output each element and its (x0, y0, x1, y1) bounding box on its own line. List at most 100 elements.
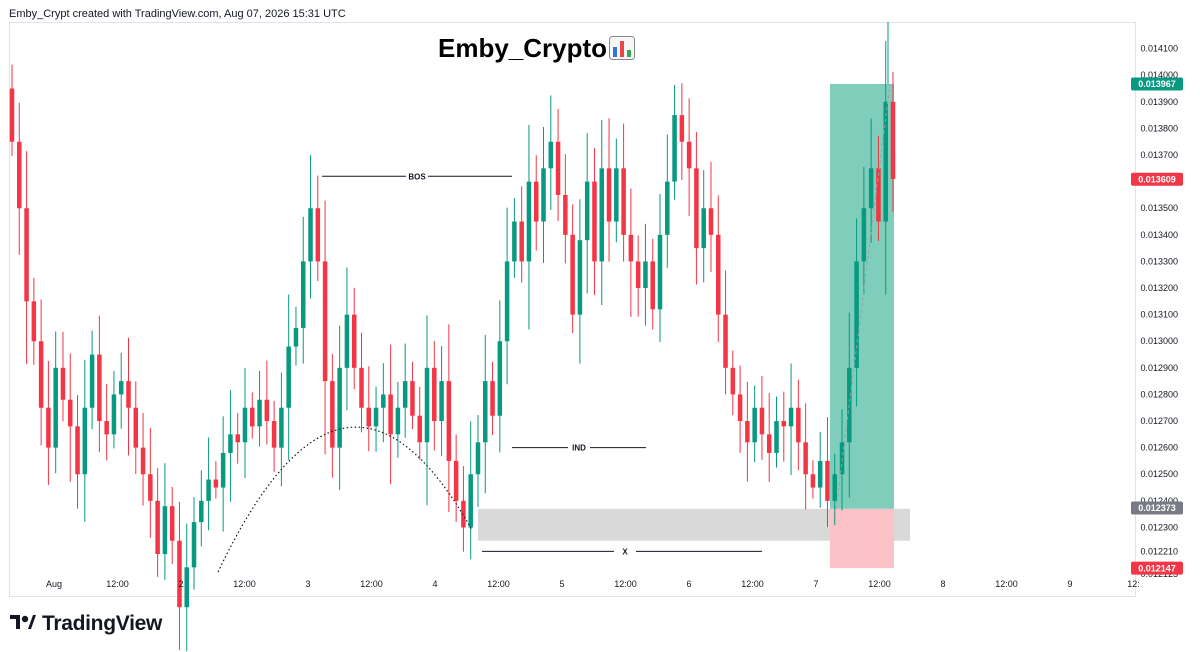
candle-body (184, 567, 190, 608)
chart-frame (9, 22, 1136, 597)
candle-body (774, 421, 779, 453)
x-tick-label: 12:00 (106, 579, 129, 589)
candle-body (599, 168, 605, 262)
tradingview-brand: TradingView (42, 612, 163, 635)
chart-title-text: Emby_Crypto (438, 33, 608, 63)
candle-body (228, 434, 233, 453)
candle-body (694, 168, 699, 249)
candle-body (235, 434, 240, 443)
x-tick-label: Aug (46, 579, 62, 589)
candle-body (402, 381, 408, 408)
candle-body (766, 434, 772, 453)
y-tick-label: 0.013000 (1140, 336, 1178, 346)
candle-body (701, 208, 706, 249)
candle-body (220, 452, 226, 488)
candle-body (533, 181, 539, 222)
x-tick-label: 12:00 (360, 579, 383, 589)
footer-logo[interactable]: TradingView (10, 612, 162, 636)
candle-body (308, 208, 313, 262)
candle-body (111, 394, 117, 435)
price-badge-label: 0.012373 (1138, 503, 1176, 513)
x-tick-label: 12:00 (614, 579, 637, 589)
price-badges: 0.013967 0.013609 0.012373 0.012147 (1131, 77, 1183, 575)
candle-body (788, 407, 794, 427)
x-tick-label: 7 (813, 579, 818, 589)
annotation-label-x: X (622, 547, 628, 556)
candle-body (67, 399, 73, 427)
x-tick-label: 12:00 (233, 579, 256, 589)
overlays-layer: BOS IND X (217, 22, 891, 573)
x-tick-label: 9 (1067, 579, 1072, 589)
candle-body (155, 500, 160, 555)
candle-body (300, 261, 306, 328)
candle-body (330, 381, 335, 448)
candle-body (803, 442, 808, 475)
candle-body (60, 367, 66, 400)
y-tick-label: 0.012700 (1140, 416, 1178, 426)
candle-body (745, 421, 750, 443)
candle-body (213, 479, 219, 488)
candle-body (17, 141, 22, 209)
y-tick-label: 0.013400 (1140, 230, 1178, 240)
price-badge (1131, 501, 1183, 515)
y-tick-label: 0.013300 (1140, 256, 1178, 266)
take-profit-zone (830, 84, 894, 509)
candle-body (512, 221, 517, 262)
candle-body (781, 421, 787, 427)
y-axis: 0.014100 0.014000 0.013900 0.013800 0.013700… (1140, 44, 1178, 579)
candle-body (868, 168, 874, 209)
candle-body (24, 208, 29, 302)
candle-body (570, 234, 575, 315)
y-tick-label: 0.013200 (1140, 283, 1178, 293)
candle-body (351, 314, 357, 368)
candle-body (169, 506, 175, 541)
x-tick-label: 8 (940, 579, 945, 589)
candle-body (242, 407, 248, 443)
candle-body (162, 506, 168, 555)
candle-body (359, 367, 364, 408)
candle-body (854, 261, 859, 368)
candle-body (810, 474, 816, 488)
x-tick-label: 12:00 (741, 579, 764, 589)
tradingview-logo-icon (10, 613, 36, 636)
candle-body (453, 460, 459, 501)
candle-body (737, 394, 743, 422)
candle-body (38, 341, 44, 408)
y-tick-label: 0.012800 (1140, 389, 1178, 399)
candle-body (46, 407, 51, 448)
annotation-label-ind: IND (572, 444, 586, 453)
candle-body (563, 194, 568, 235)
candle-body (686, 141, 692, 169)
candle-body (148, 474, 153, 501)
candle-body (381, 394, 386, 408)
x-axis: Aug 12:00 2 12:00 3 12:00 4 12:00 5 12:00 6 12:00 7 1… (46, 579, 1140, 589)
y-tick-label: 0.013800 (1140, 123, 1178, 133)
candle-body (264, 399, 270, 422)
x-tick-label: 4 (432, 579, 437, 589)
candle-body (876, 168, 881, 222)
candle-body (250, 407, 255, 427)
candle-body (890, 101, 896, 179)
candle-body (708, 208, 714, 235)
x-tick-label: 12:00 (868, 579, 891, 589)
x-tick-label: 5 (559, 579, 564, 589)
candle-body (337, 367, 342, 448)
candle-body (439, 381, 444, 422)
x-tick-label: 12: (1127, 579, 1140, 589)
stop-loss-zone (830, 508, 894, 569)
candle-body (271, 421, 277, 448)
y-tick-label: 0.014100 (1140, 44, 1178, 54)
candle-body (475, 442, 481, 475)
bar-chart-emoji-icon (609, 36, 636, 67)
candle-body (257, 399, 262, 427)
candle-body (315, 208, 321, 262)
candle-body (526, 181, 532, 262)
candle-body (883, 101, 888, 222)
candle-body (832, 474, 838, 501)
candle-body (140, 447, 146, 475)
candle-body (657, 234, 663, 310)
candle-body (584, 181, 590, 241)
candle-body (118, 381, 124, 395)
candle-body (446, 381, 452, 461)
